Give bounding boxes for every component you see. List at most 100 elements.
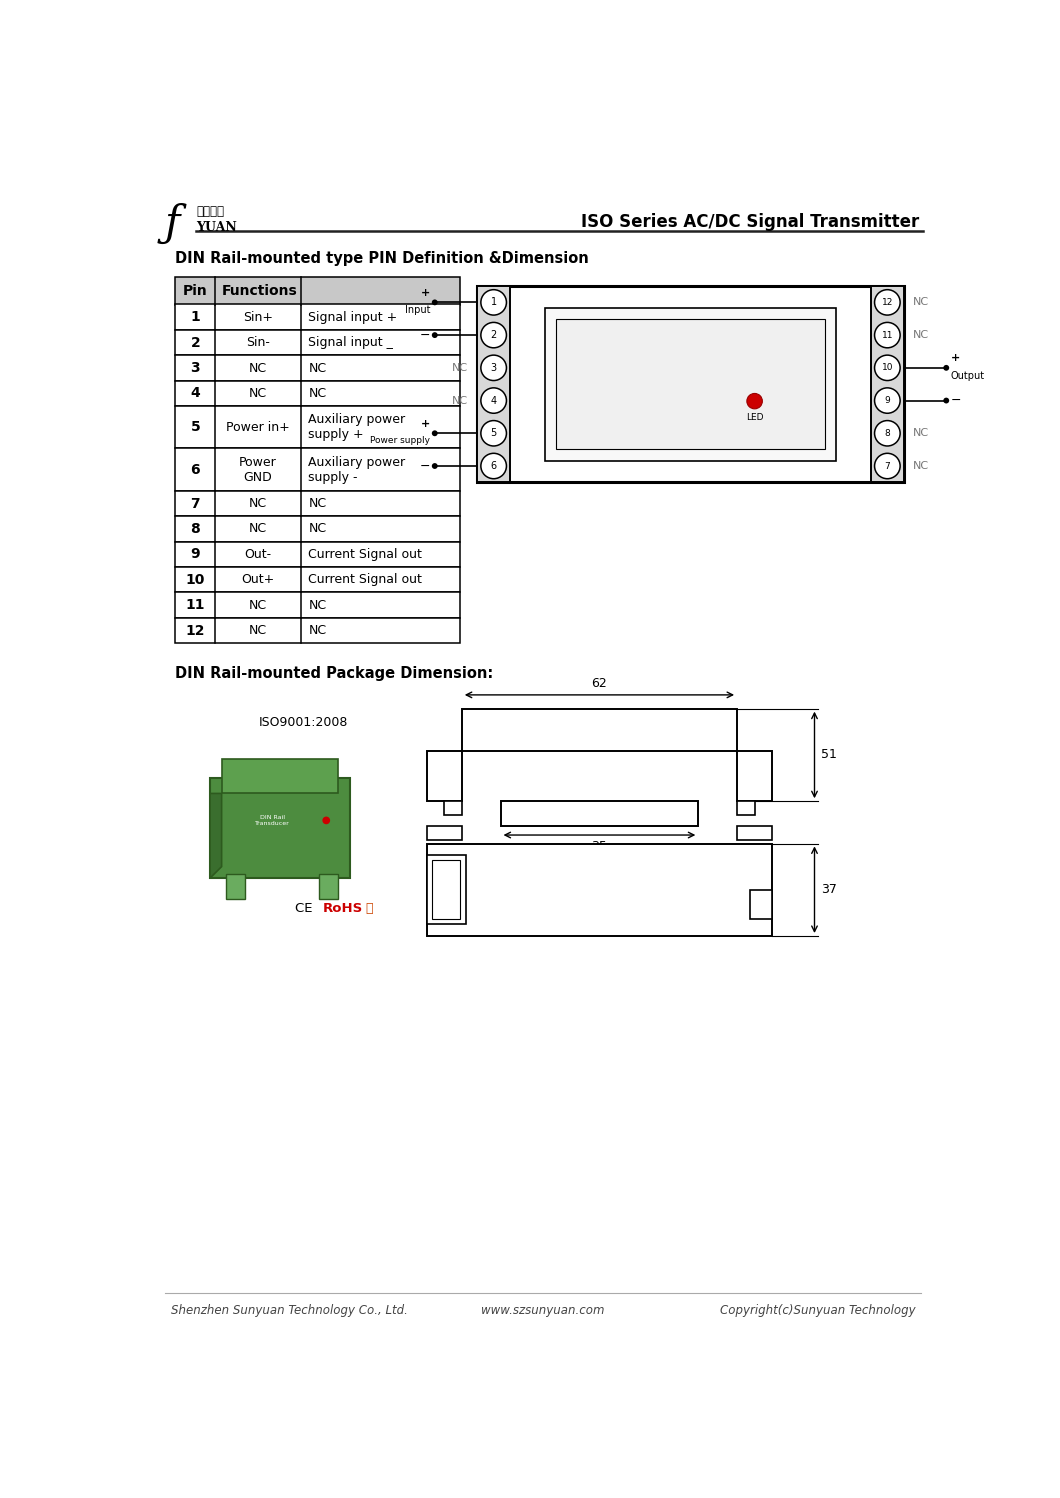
Text: Out-: Out- bbox=[245, 548, 271, 560]
Text: 62: 62 bbox=[591, 677, 607, 691]
Bar bbox=[737, 825, 772, 840]
Text: Current Signal out: Current Signal out bbox=[308, 548, 422, 560]
Text: 顺源科技: 顺源科技 bbox=[196, 205, 224, 219]
Text: 2: 2 bbox=[491, 330, 497, 340]
Circle shape bbox=[874, 388, 900, 413]
Text: ISO9001:2008: ISO9001:2008 bbox=[259, 716, 348, 730]
Bar bbox=[175, 542, 460, 568]
Text: 4: 4 bbox=[491, 395, 497, 406]
Text: 1: 1 bbox=[191, 310, 200, 324]
Circle shape bbox=[322, 816, 330, 824]
Text: ƒ: ƒ bbox=[165, 202, 180, 244]
Bar bbox=[477, 286, 903, 482]
Polygon shape bbox=[210, 794, 222, 878]
Text: RoHS: RoHS bbox=[322, 902, 363, 915]
Text: Out+: Out+ bbox=[242, 574, 275, 586]
Bar bbox=[427, 843, 772, 936]
Bar bbox=[175, 593, 460, 617]
Circle shape bbox=[747, 394, 762, 409]
Text: CE: CE bbox=[296, 902, 317, 915]
Bar bbox=[477, 286, 510, 482]
Text: 1: 1 bbox=[491, 298, 497, 307]
Circle shape bbox=[431, 333, 438, 339]
Text: Auxiliary power
supply +: Auxiliary power supply + bbox=[308, 413, 406, 442]
Text: Signal input _: Signal input _ bbox=[308, 336, 393, 349]
Text: 12: 12 bbox=[186, 623, 205, 638]
Text: Power
GND: Power GND bbox=[240, 455, 277, 484]
Text: 6: 6 bbox=[191, 463, 200, 476]
Text: DIN Rail
Transducer: DIN Rail Transducer bbox=[254, 815, 289, 825]
Circle shape bbox=[481, 322, 507, 348]
Text: 51: 51 bbox=[820, 749, 836, 761]
Bar bbox=[175, 517, 460, 542]
Bar bbox=[545, 307, 836, 461]
FancyBboxPatch shape bbox=[222, 759, 338, 794]
Text: 6: 6 bbox=[491, 461, 497, 470]
Text: 3: 3 bbox=[491, 363, 497, 373]
Bar bbox=[871, 286, 903, 482]
Circle shape bbox=[431, 300, 438, 306]
Circle shape bbox=[431, 463, 438, 469]
Text: Copyright(c)Sunyuan Technology: Copyright(c)Sunyuan Technology bbox=[720, 1303, 915, 1317]
Text: −: − bbox=[951, 394, 961, 407]
Text: LED: LED bbox=[746, 413, 763, 422]
Text: NC: NC bbox=[452, 363, 469, 373]
Circle shape bbox=[481, 454, 507, 479]
Text: 7: 7 bbox=[884, 461, 890, 470]
Text: Pin: Pin bbox=[183, 283, 208, 298]
Bar bbox=[556, 319, 825, 449]
Bar bbox=[175, 380, 460, 406]
Bar bbox=[175, 304, 460, 330]
Text: 8: 8 bbox=[191, 521, 200, 536]
Text: +: + bbox=[951, 354, 960, 363]
Text: 4: 4 bbox=[191, 386, 200, 400]
Text: Power in+: Power in+ bbox=[226, 421, 290, 434]
Bar bbox=[175, 568, 460, 593]
Bar bbox=[737, 750, 772, 801]
Text: +: + bbox=[421, 418, 430, 428]
Circle shape bbox=[874, 322, 900, 348]
Text: NC: NC bbox=[913, 461, 929, 470]
Text: www.szsunyuan.com: www.szsunyuan.com bbox=[481, 1303, 605, 1317]
Text: NC: NC bbox=[913, 428, 929, 439]
Text: NC: NC bbox=[308, 625, 326, 637]
Bar bbox=[318, 875, 338, 899]
Text: NC: NC bbox=[308, 523, 326, 535]
Circle shape bbox=[481, 421, 507, 446]
Text: NC: NC bbox=[913, 298, 929, 307]
Text: Auxiliary power
supply -: Auxiliary power supply - bbox=[308, 455, 406, 484]
Text: 11: 11 bbox=[186, 598, 205, 613]
Circle shape bbox=[874, 289, 900, 315]
Bar bbox=[175, 277, 460, 304]
Text: NC: NC bbox=[249, 497, 267, 509]
Bar bbox=[427, 855, 465, 924]
Text: +: + bbox=[421, 288, 430, 298]
Text: Current Signal out: Current Signal out bbox=[308, 574, 422, 586]
Text: Functions: Functions bbox=[222, 283, 298, 298]
Text: NC: NC bbox=[249, 599, 267, 611]
Circle shape bbox=[431, 430, 438, 436]
Text: Shenzhen Sunyuan Technology Co., Ltd.: Shenzhen Sunyuan Technology Co., Ltd. bbox=[172, 1303, 408, 1317]
Bar bbox=[175, 406, 460, 448]
Bar bbox=[175, 491, 460, 517]
Text: −: − bbox=[420, 328, 430, 342]
Bar bbox=[427, 825, 462, 840]
Bar bbox=[444, 801, 462, 815]
Text: 5: 5 bbox=[491, 428, 497, 439]
Text: 37: 37 bbox=[820, 884, 836, 896]
Text: 5: 5 bbox=[191, 421, 200, 434]
Bar bbox=[175, 617, 460, 643]
Circle shape bbox=[943, 366, 949, 372]
Text: DIN Rail-mounted Package Dimension:: DIN Rail-mounted Package Dimension: bbox=[175, 667, 493, 682]
Text: 11: 11 bbox=[882, 331, 894, 340]
Text: 7: 7 bbox=[191, 496, 200, 511]
Text: YUAN: YUAN bbox=[196, 220, 236, 234]
Text: 8: 8 bbox=[884, 428, 890, 437]
Text: Input: Input bbox=[405, 306, 430, 316]
Text: 9: 9 bbox=[884, 395, 890, 404]
Bar bbox=[432, 860, 460, 918]
Text: 10: 10 bbox=[186, 572, 205, 587]
Circle shape bbox=[481, 289, 507, 315]
Text: DIN Rail-mounted type PIN Definition &Dimension: DIN Rail-mounted type PIN Definition &Di… bbox=[175, 252, 589, 267]
Text: NC: NC bbox=[249, 523, 267, 535]
